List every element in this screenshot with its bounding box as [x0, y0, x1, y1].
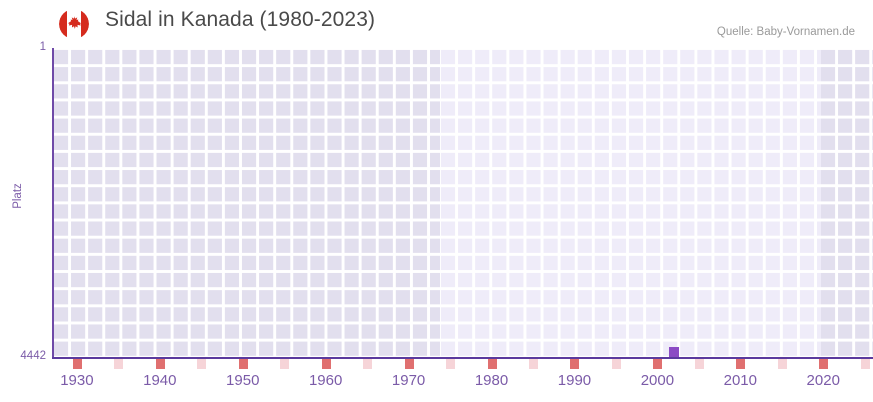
x-axis-minor-tick-mark [363, 359, 373, 369]
chart-plot-area [52, 48, 873, 357]
canada-flag-icon [59, 9, 89, 39]
x-axis-tick-mark [155, 359, 165, 369]
grid-background-mid [440, 48, 821, 357]
x-axis-tick-mark [653, 359, 663, 369]
x-axis-tick-mark [238, 359, 248, 369]
x-axis-minor-tick-mark [528, 359, 538, 369]
x-axis-tick-label: 1930 [60, 372, 94, 389]
x-axis-minor-tick-mark [860, 359, 870, 369]
x-axis-tick-label: 1980 [474, 372, 509, 389]
chart-header: Sidal in Kanada (1980-2023) Quelle: Baby… [0, 0, 873, 46]
x-axis-tick-mark [570, 359, 580, 369]
x-axis-minor-tick-mark [197, 359, 207, 369]
x-axis-tick-mark [487, 359, 497, 369]
source-attribution: Quelle: Baby-Vornamen.de [716, 26, 855, 38]
x-axis-tick-label: 1960 [308, 372, 343, 389]
y-axis-tick-top: 1 [39, 41, 46, 53]
x-axis-tick-label: 1940 [143, 372, 177, 389]
x-axis-tick-mark [736, 359, 746, 369]
x-axis-tick-mark [72, 359, 82, 369]
y-axis-title: Platz [12, 183, 24, 209]
grid-background-early [52, 48, 440, 357]
x-axis-tick-label: 1950 [226, 372, 260, 389]
x-axis-tick-label: 1990 [557, 372, 592, 389]
x-axis-tick-mark [819, 359, 829, 369]
x-axis-minor-tick-mark [777, 359, 787, 369]
x-axis-minor-tick-mark [280, 359, 290, 369]
x-axis-minor-tick-mark [446, 359, 456, 369]
x-axis-minor-tick-mark [694, 359, 704, 369]
x-axis-tick-label: 2020 [806, 372, 840, 389]
x-axis-tick-mark [404, 359, 414, 369]
x-axis-minor-tick-mark [114, 359, 124, 369]
grid-background-late [821, 48, 873, 357]
bar-2002 [668, 347, 679, 357]
x-axis-tick-label: 1970 [391, 372, 426, 389]
x-axis-tick-label: 2000 [640, 372, 675, 389]
y-axis-tick-bottom: 4442 [20, 350, 46, 362]
x-axis-minor-tick-mark [611, 359, 621, 369]
page-title: Sidal in Kanada (1980-2023) [105, 8, 376, 31]
x-axis-tick-mark [321, 359, 331, 369]
x-axis-tick-label: 2010 [723, 372, 757, 389]
x-axis-line [52, 357, 873, 359]
y-axis-line [52, 48, 54, 358]
